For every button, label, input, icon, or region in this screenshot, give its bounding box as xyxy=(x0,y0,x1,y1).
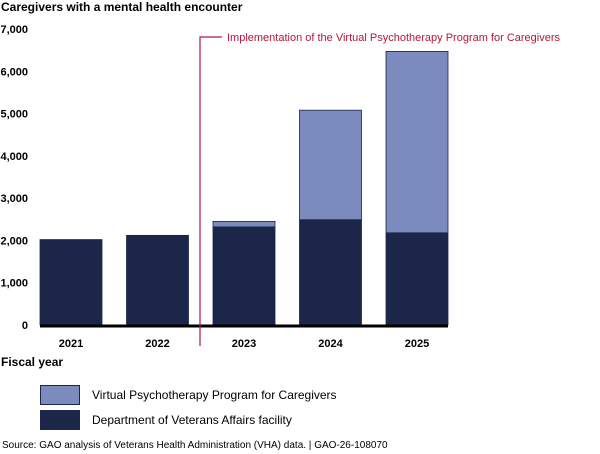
legend-item-va-facility: Department of Veterans Affairs facility xyxy=(40,410,292,430)
legend-label: Department of Veterans Affairs facility xyxy=(92,413,292,427)
y-tick-label: 2,000 xyxy=(0,235,28,247)
chart-title: Caregivers with a mental health encounte… xyxy=(1,0,243,14)
legend-item-virtual: Virtual Psychotherapy Program for Caregi… xyxy=(40,385,337,405)
x-tick-label: 2023 xyxy=(232,338,256,350)
legend-swatch-virtual xyxy=(40,385,80,405)
bar-va-facility-2021 xyxy=(39,239,103,326)
bar-virtual-program-2024 xyxy=(299,109,362,221)
y-tick-label: 3,000 xyxy=(0,193,28,205)
y-tick-label: 5,000 xyxy=(0,109,28,121)
x-tick-label: 2025 xyxy=(405,338,429,350)
legend-swatch-va xyxy=(40,410,80,430)
bar-virtual-program-2025 xyxy=(385,51,449,234)
y-tick-label: 6,000 xyxy=(0,66,28,78)
bar-va-facility-2024 xyxy=(299,219,362,326)
implementation-marker-line xyxy=(199,36,222,346)
x-tick-label: 2022 xyxy=(145,338,169,350)
x-tick-label: 2021 xyxy=(59,338,83,350)
source-note: Source: GAO analysis of Veterans Health … xyxy=(2,440,388,451)
x-axis-label: Fiscal year xyxy=(1,355,63,369)
legend-label: Virtual Psychotherapy Program for Caregi… xyxy=(92,388,337,402)
y-tick-label: 7,000 xyxy=(0,24,28,36)
bar-va-facility-2022 xyxy=(126,234,189,326)
bar-va-facility-2023 xyxy=(212,226,276,326)
implementation-annotation: Implementation of the Virtual Psychother… xyxy=(227,32,561,44)
y-tick-label: 4,000 xyxy=(0,151,28,163)
x-tick-label: 2024 xyxy=(318,338,343,350)
y-tick-label: 0 xyxy=(22,320,28,332)
y-tick-label: 1,000 xyxy=(0,278,28,290)
stacked-bar-chart: Caregivers with a mental health encounte… xyxy=(0,0,561,369)
bar-virtual-program-2023 xyxy=(212,220,276,228)
bar-va-facility-2025 xyxy=(385,232,449,326)
